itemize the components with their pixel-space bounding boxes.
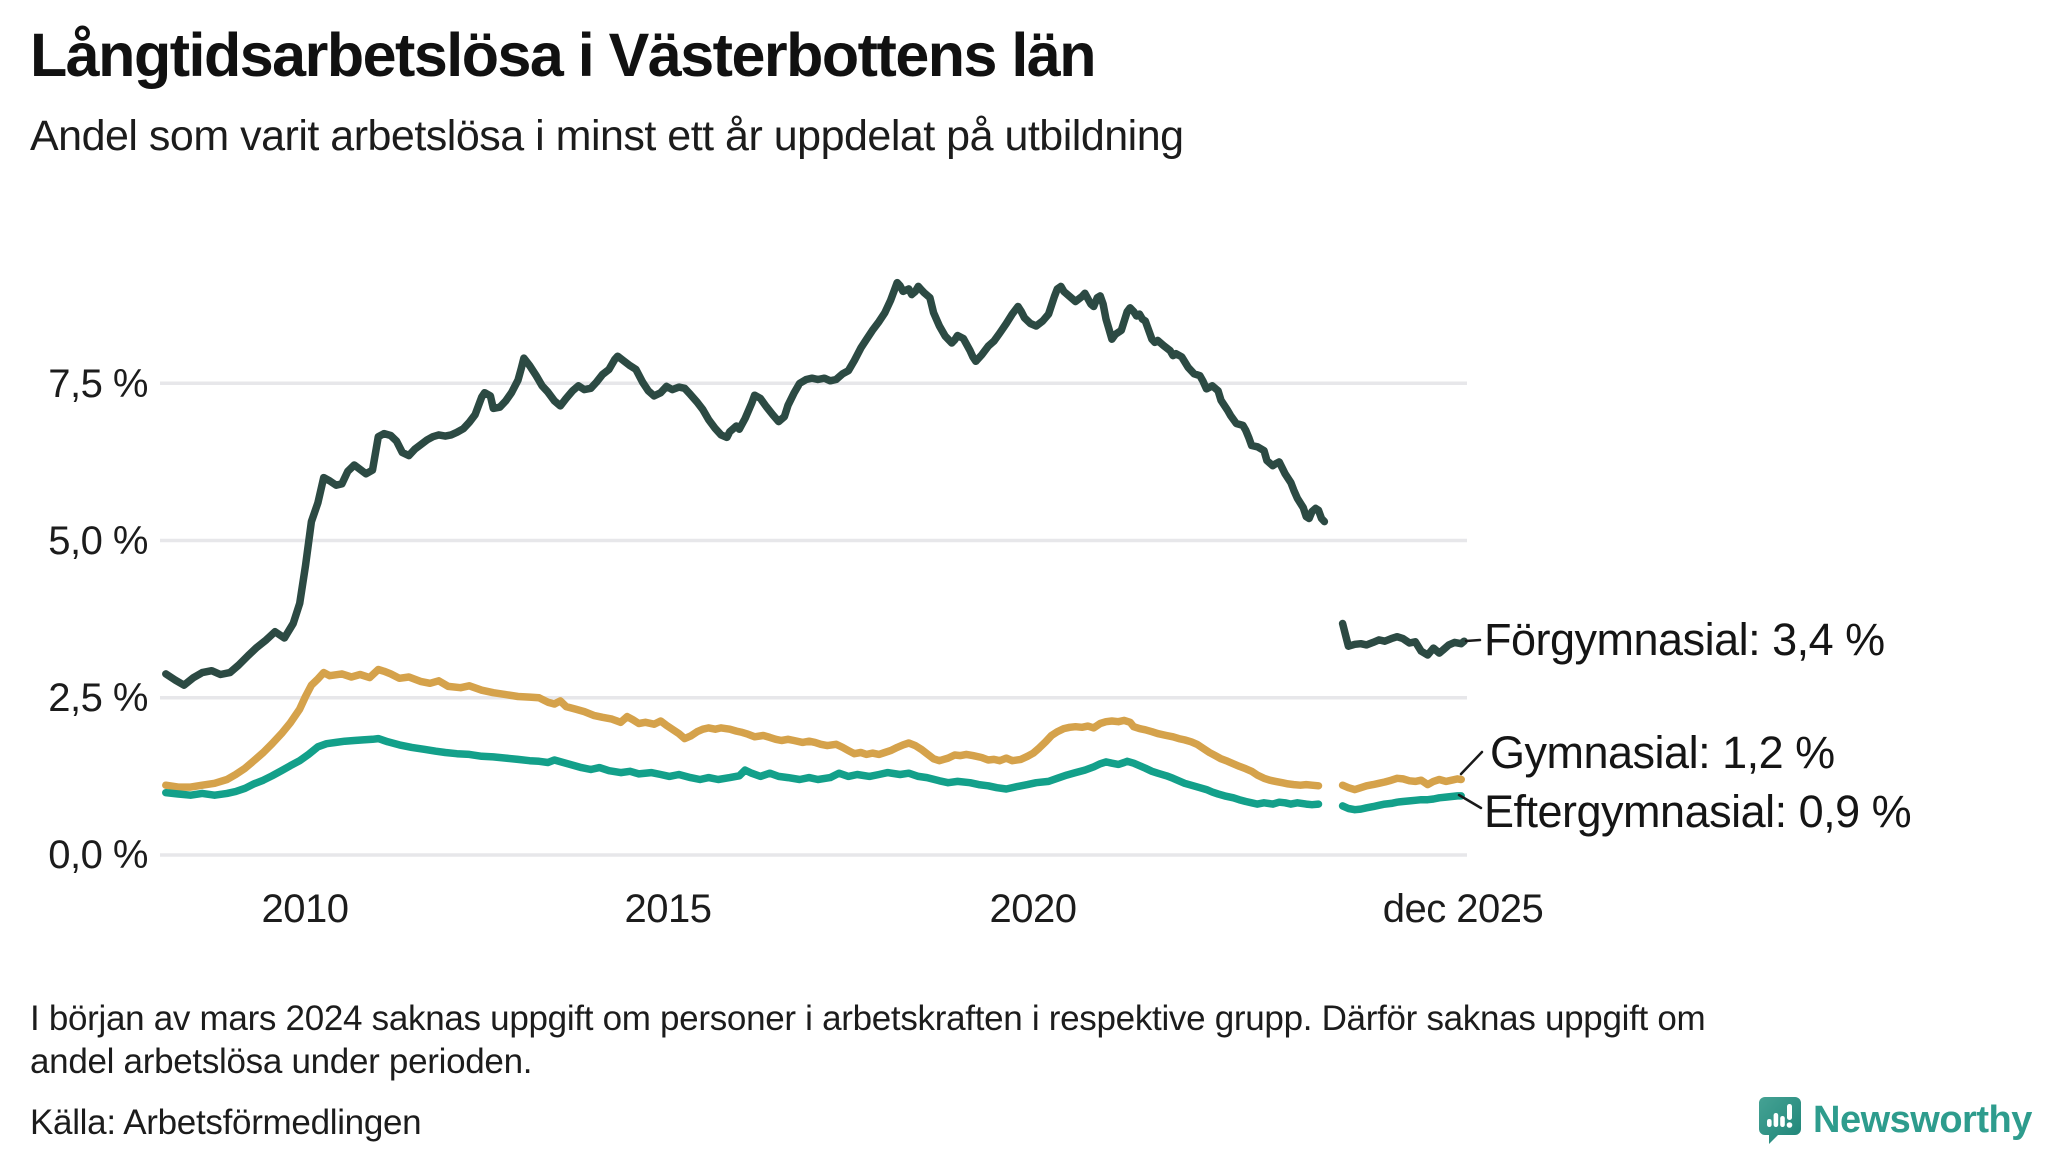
series-line-gymnasial [162,665,1465,794]
y-tick-label-0-0: 0,0 % [48,833,148,877]
y-tick-label-2-5: 2,5 % [48,676,148,720]
newsworthy-logo: Newsworthy [1758,1096,2032,1144]
series-label-forgymnasial: Förgymnasial: 3,4 % [1484,614,1885,665]
footnote: I början av mars 2024 saknas uppgift om … [30,997,2025,1083]
footnote-line-2: andel arbetslösa under perioden. [30,1042,533,1081]
series-line-forgymnasial [162,278,1468,689]
source-text: Källa: Arbetsförmedlingen [30,1103,422,1142]
newsworthy-logo-icon [1759,1097,1801,1144]
label-leader-line [1464,638,1482,643]
newsworthy-wordmark: Newsworthy [1813,1098,2032,1141]
series-label-gymnasial: Gymnasial: 1,2 % [1490,727,1835,778]
page-subtitle: Andel som varit arbetslösa i minst ett å… [30,112,1184,160]
series-label-eftergymnasial: Eftergymnasial: 0,9 % [1484,786,1912,837]
page-title: Långtidsarbetslösa i Västerbottens län [30,21,1097,89]
footnote-line-1: I början av mars 2024 saknas uppgift om … [30,999,1706,1038]
label-leader-line [1459,750,1484,776]
label-leader-line [1457,793,1483,810]
x-tick-label-2015: 2015 [624,887,712,931]
y-tick-label-5-0: 5,0 % [48,519,148,563]
x-tick-label-2010: 2010 [261,887,349,931]
y-tick-label-7-5: 7,5 % [48,362,148,406]
x-tick-label-2020: 2020 [989,887,1077,931]
x-tick-label-dec-2025: dec 2025 [1382,887,1544,931]
series-line-eftergymnasial [162,734,1465,814]
